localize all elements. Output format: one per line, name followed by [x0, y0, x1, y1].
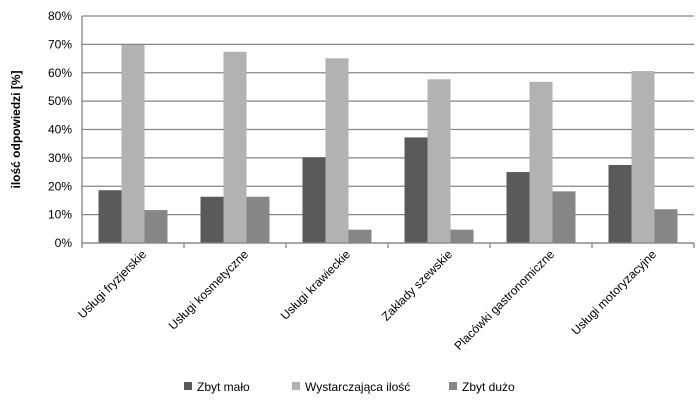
gridlines	[82, 15, 694, 244]
legend: Zbyt mało Wystarczająca ilość Zbyt dużo	[184, 380, 515, 394]
x-category-label: Usługi kosmetyczne	[166, 247, 252, 333]
bar-2	[631, 71, 655, 243]
y-tick-label: 80%	[48, 9, 72, 23]
bar-2	[223, 51, 247, 243]
y-tick-label: 20%	[48, 179, 72, 193]
axes	[81, 16, 695, 248]
bar-3	[348, 229, 372, 243]
y-tick-label: 10%	[48, 208, 72, 222]
y-tick-label: 50%	[48, 94, 72, 108]
bar-1	[200, 196, 224, 243]
x-category-label: Usługi motoryzacyjne	[569, 247, 660, 338]
bar-1	[302, 157, 326, 243]
y-tick-label: 40%	[48, 123, 72, 137]
bar-1	[404, 137, 428, 243]
bar-3	[654, 209, 678, 243]
x-category-label: Usługi fryzjerskie	[75, 247, 149, 321]
bar-1	[608, 164, 632, 243]
bar-1	[98, 190, 122, 243]
y-tick-label: 60%	[48, 66, 72, 80]
bars	[98, 44, 678, 244]
legend-swatch	[292, 382, 300, 390]
legend-label: Zbyt mało	[197, 380, 250, 394]
bar-3	[144, 210, 168, 243]
y-tick-label: 30%	[48, 151, 72, 165]
legend-label: Wystarczająca ilość	[305, 380, 410, 394]
legend-swatch	[449, 382, 457, 390]
x-category-label: Usługi krawieckie	[278, 247, 354, 323]
bar-2	[325, 58, 349, 244]
bar-1	[506, 172, 530, 243]
x-category-label: Placówki gastronomiczne	[451, 247, 557, 353]
legend-label: Zbyt dużo	[462, 380, 515, 394]
y-axis-label: ilość odpowiedzi [%]	[9, 70, 23, 188]
x-category-label: Zakłady szewskie	[379, 247, 456, 324]
bar-2	[121, 44, 145, 243]
y-tick-label: 0%	[55, 236, 73, 250]
y-tick-labels: 0% 10% 20% 30% 40% 50% 60% 70% 80%	[48, 9, 72, 250]
bar-2	[529, 81, 553, 243]
bar-3	[552, 191, 576, 243]
bar-2	[427, 79, 451, 244]
x-category-labels: Usługi fryzjerskie Usługi kosmetyczne Usłu…	[75, 247, 659, 353]
bar-3	[246, 196, 270, 243]
bar-3	[450, 229, 474, 243]
legend-swatch	[184, 382, 192, 390]
y-tick-label: 70%	[48, 37, 72, 51]
